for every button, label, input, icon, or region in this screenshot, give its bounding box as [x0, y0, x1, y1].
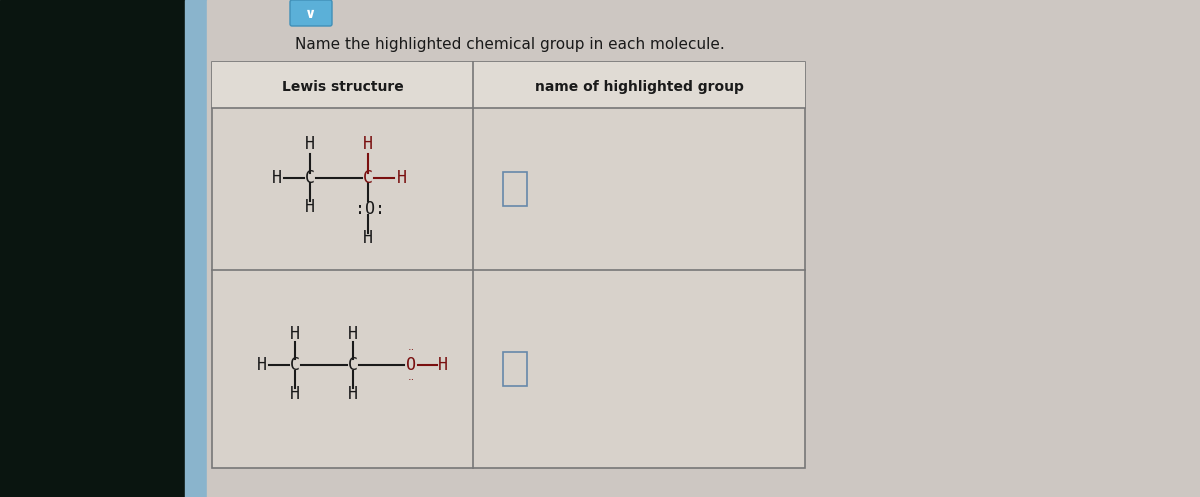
Text: H: H [290, 325, 300, 343]
Text: H: H [257, 356, 266, 374]
Bar [185, 0, 208, 497]
Text: H: H [290, 385, 300, 404]
Bar [212, 62, 805, 468]
Bar [212, 62, 805, 108]
Text: ∨: ∨ [305, 7, 317, 21]
Text: C: C [290, 356, 300, 374]
Text: H: H [348, 325, 358, 343]
Text: O: O [406, 356, 416, 374]
Text: Lewis structure: Lewis structure [282, 80, 403, 94]
Text: C: C [364, 169, 373, 187]
Text: C: C [305, 169, 314, 187]
Text: :O:: :O: [355, 200, 385, 218]
Bar [503, 352, 527, 386]
Text: H: H [396, 169, 407, 187]
Text: H: H [305, 198, 314, 216]
Text: C: C [348, 356, 358, 374]
Text: H: H [364, 229, 373, 247]
Text: ··: ·· [407, 375, 415, 385]
Bar [503, 172, 527, 206]
Text: H: H [364, 135, 373, 154]
Text: name of highlighted group: name of highlighted group [534, 80, 744, 94]
Text: H: H [271, 169, 281, 187]
Text: H: H [348, 385, 358, 404]
Text: H: H [305, 135, 314, 154]
Text: Name the highlighted chemical group in each molecule.: Name the highlighted chemical group in e… [295, 37, 725, 53]
FancyBboxPatch shape [290, 0, 332, 26]
Bar [208, 0, 1200, 497]
Bar [0, 0, 185, 497]
Text: ··: ·· [407, 344, 415, 354]
Text: H: H [438, 356, 449, 374]
